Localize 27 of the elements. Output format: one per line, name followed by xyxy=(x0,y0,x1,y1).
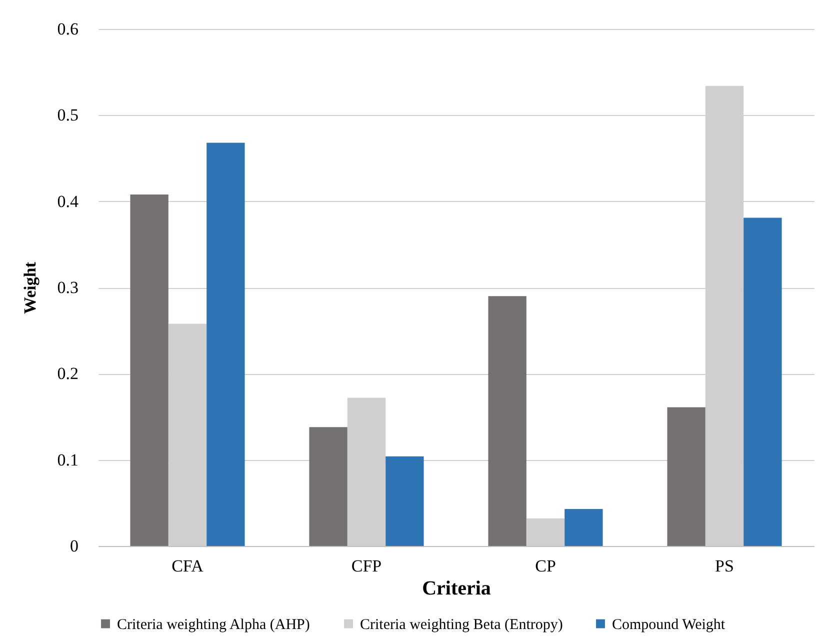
bar xyxy=(168,324,207,546)
y-tick-label: 0.3 xyxy=(57,278,78,297)
y-tick-label: 0.2 xyxy=(57,364,78,384)
bar xyxy=(744,218,782,546)
x-tick-label: CFP xyxy=(351,556,382,576)
legend-label: Criteria weighting Beta (Entropy) xyxy=(360,616,563,633)
bar xyxy=(206,142,245,546)
x-tick-label: CFA xyxy=(172,556,204,576)
legend-label: Compound Weight xyxy=(612,616,726,633)
y-tick-label: 0.5 xyxy=(57,106,78,125)
bar xyxy=(130,194,168,546)
bar xyxy=(386,456,424,546)
legend-label: Criteria weighting Alpha (AHP) xyxy=(117,616,310,633)
y-tick-label: 0 xyxy=(70,536,78,556)
x-tick-label: PS xyxy=(715,556,734,576)
y-tick-label: 0.6 xyxy=(57,20,78,38)
bar xyxy=(526,518,565,546)
bar xyxy=(488,296,526,546)
x-axis-title: Criteria xyxy=(422,578,491,600)
y-axis-title: Weight xyxy=(20,262,40,314)
y-tick-label: 0.4 xyxy=(57,192,79,211)
bar xyxy=(347,398,386,546)
bar xyxy=(309,427,348,546)
y-tick-label: 0.1 xyxy=(57,450,78,470)
x-tick-label: CP xyxy=(535,556,556,576)
bar xyxy=(564,508,603,546)
bar xyxy=(667,407,706,546)
